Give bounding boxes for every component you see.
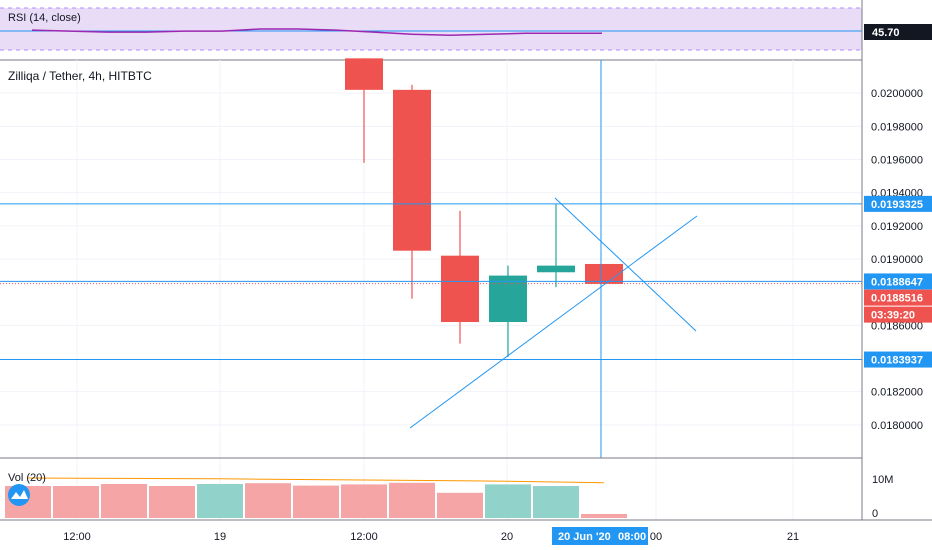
trend-line-falling[interactable] <box>554 197 697 332</box>
rsi-label: RSI (14, close) <box>8 12 81 24</box>
time-tick: 21 <box>787 531 799 543</box>
volume-bar <box>293 485 339 518</box>
price-tag-upper-bg <box>864 195 932 212</box>
volume-axis: 10M 0 <box>872 474 893 520</box>
volume-bar <box>197 484 243 518</box>
volume-bar <box>149 486 195 518</box>
time-axis[interactable]: 12:00 19 12:00 20 00 21 <box>63 531 799 543</box>
price-tag-lower: 0.0183937 <box>871 355 923 367</box>
price-tag-middle: 0.0188647 <box>871 276 923 288</box>
price-tick: 0.0190000 <box>871 254 923 266</box>
candle-body <box>537 265 575 273</box>
candle-body <box>585 263 623 284</box>
price-tick: 0.0182000 <box>871 387 923 399</box>
volume-bar <box>533 486 579 518</box>
volume-bar <box>581 514 627 518</box>
price-tag-upper: 0.0193325 <box>871 199 923 211</box>
price-tag-last-bg <box>864 289 932 306</box>
time-tick: 12:00 <box>63 531 91 543</box>
candle-body <box>345 58 383 90</box>
time-tick: 12:00 <box>350 531 378 543</box>
tradingview-logo-icon[interactable] <box>8 484 30 506</box>
candle-body <box>393 89 431 251</box>
volume-label: Vol (20) <box>8 472 46 484</box>
time-tick: 20 <box>501 531 513 543</box>
countdown-tag-bg <box>864 306 932 323</box>
crosshair-time-tag: 20 Jun '20 08:00 <box>552 527 648 545</box>
price-axis[interactable]: 0.02000000.01980000.01960000.01940000.01… <box>871 88 923 432</box>
volume-bar <box>341 484 387 518</box>
drawings <box>0 60 862 458</box>
price-tick: 0.0180000 <box>871 420 923 432</box>
time-tick: 19 <box>214 531 226 543</box>
candle-body <box>441 255 479 323</box>
volume-bar <box>485 484 531 518</box>
price-tick: 0.0186000 <box>871 320 923 332</box>
rsi-value-text: 45.70 <box>872 27 900 39</box>
price-tick: 0.0200000 <box>871 88 923 100</box>
countdown-tag: 03:39:20 <box>871 310 915 322</box>
price-tag-last: 0.0188516 <box>871 293 923 305</box>
volume-bar <box>53 486 99 518</box>
chart-title: Zilliqa / Tether, 4h, HITBTC <box>8 69 152 83</box>
price-tick: 0.0198000 <box>871 121 923 133</box>
candle-body <box>489 275 527 323</box>
volume-bars <box>5 482 627 518</box>
volume-tick-0: 0 <box>872 508 878 520</box>
rsi-pane: RSI (14, close) <box>0 7 862 51</box>
crosshair-date-text: 20 Jun '20 <box>558 531 611 543</box>
price-tag-middle-bg <box>864 273 932 290</box>
volume-ma-line <box>27 477 605 484</box>
price-tag-lower-bg <box>864 351 932 368</box>
rsi-band <box>0 8 862 50</box>
price-tags: 0.01933250.01886470.018851603:39:200.018… <box>864 195 932 368</box>
trend-line-rising[interactable] <box>409 215 698 429</box>
rsi-value-tag: 45.70 <box>864 24 932 40</box>
volume-bar <box>101 484 147 518</box>
volume-tick-10m: 10M <box>872 474 893 486</box>
price-tick: 0.0192000 <box>871 221 923 233</box>
volume-bar <box>389 482 435 518</box>
candles <box>345 58 623 357</box>
rsi-line <box>31 28 602 37</box>
time-tick: 00 <box>650 531 662 543</box>
volume-bar <box>437 492 483 518</box>
crosshair-time-text: 08:00 <box>618 531 646 543</box>
volume-bar <box>245 483 291 518</box>
price-tick: 0.0196000 <box>871 155 923 167</box>
